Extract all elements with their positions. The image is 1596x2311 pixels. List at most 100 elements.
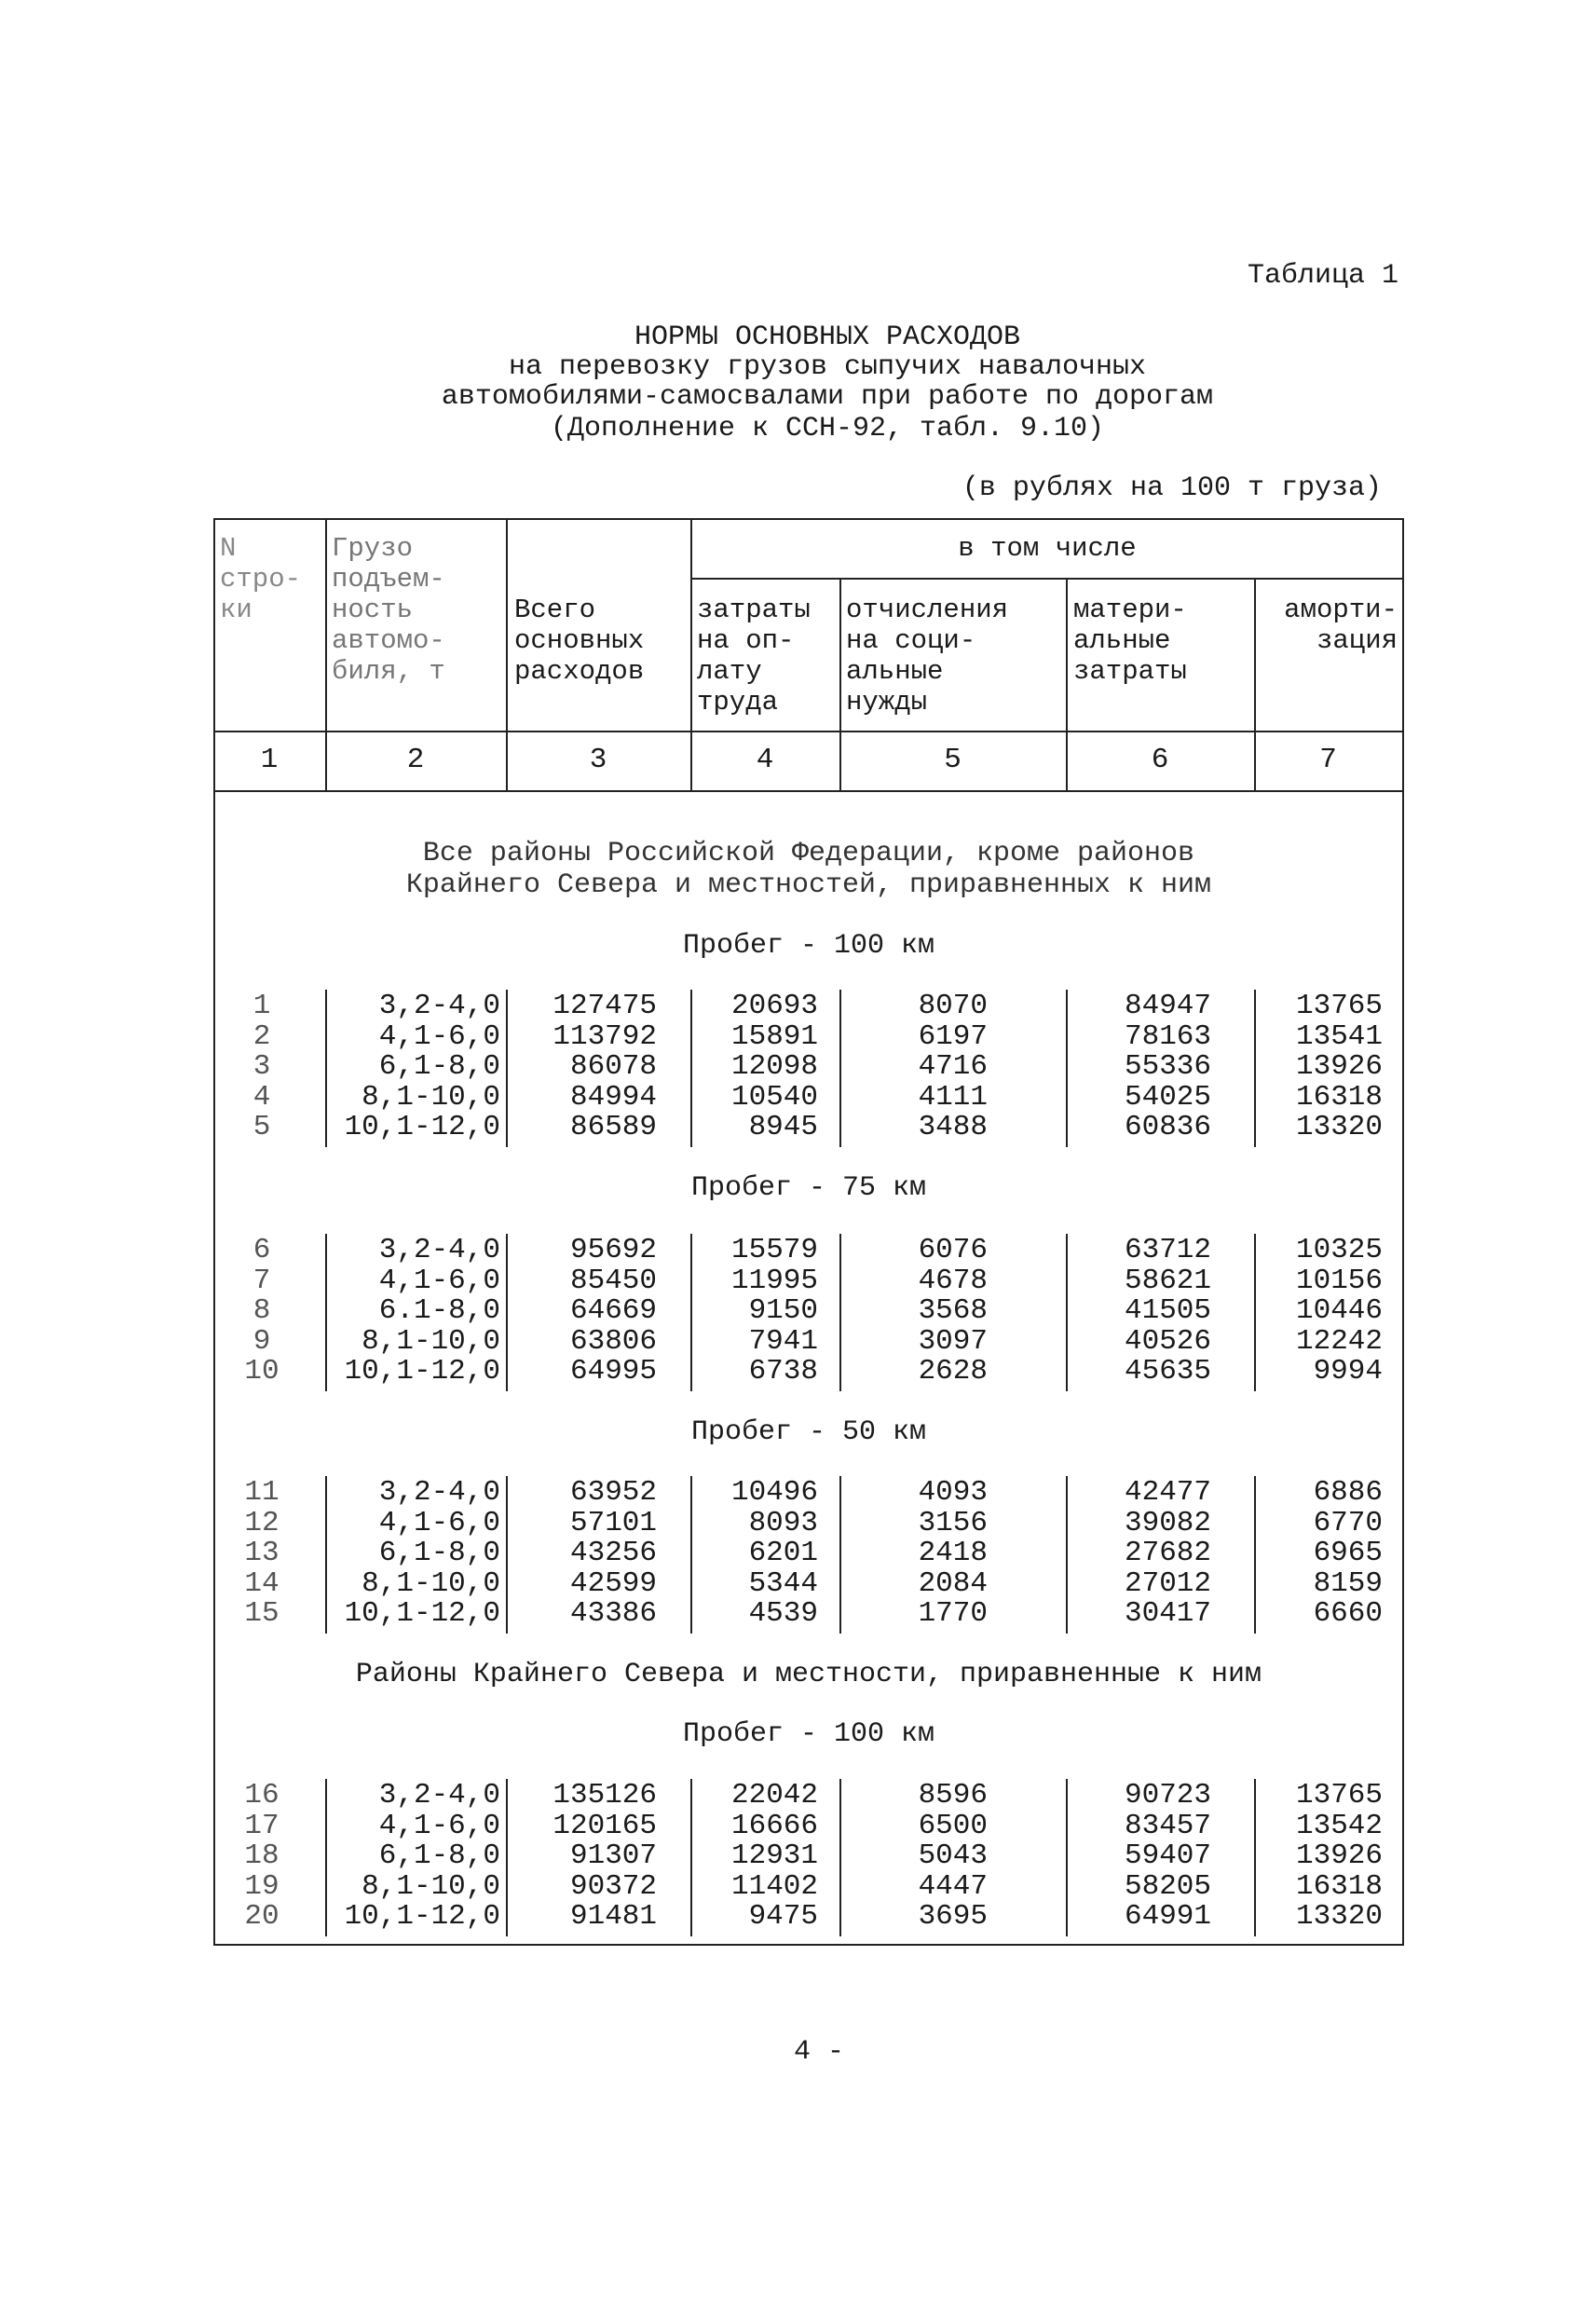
total-cost: 63806 (569, 1324, 657, 1358)
column-number: 7 (1319, 744, 1337, 776)
header-col6: матери- альные затраты (1073, 595, 1187, 687)
column-divider (839, 990, 841, 1147)
header-col5: отчисления на соци- альные нужды (846, 595, 1008, 718)
column-divider (1254, 990, 1256, 1147)
total-cost: 90372 (569, 1869, 657, 1903)
material-cost: 42477 (1124, 1476, 1211, 1509)
header-col3: Всего основных расходов (514, 595, 644, 687)
total-cost: 127475 (552, 990, 657, 1022)
capacity: 4,1-6,0 (378, 1506, 500, 1539)
header-col6-line: матери- (1073, 595, 1187, 625)
column-number: 5 (944, 744, 962, 776)
capacity: 3,2-4,0 (378, 1234, 500, 1266)
column-divider (1254, 1234, 1256, 1391)
capacity: 4,1-6,0 (378, 1264, 500, 1297)
depreciation: 13765 (1295, 1779, 1383, 1812)
social-contrib: 4093 (918, 1476, 988, 1509)
total-cost: 64995 (569, 1355, 657, 1388)
header-col7-line: аморти- (1284, 595, 1398, 625)
header-col1: N стро- ки (220, 533, 301, 625)
capacity: 6,1-8,0 (378, 1537, 500, 1569)
table-label: Таблица 1 (1247, 260, 1398, 292)
social-contrib: 4716 (918, 1050, 988, 1083)
material-cost: 84947 (1124, 990, 1211, 1022)
capacity: 3,2-4,0 (378, 1779, 500, 1812)
row-number: 15 (244, 1597, 280, 1630)
material-cost: 64991 (1124, 1900, 1211, 1933)
labor-cost: 12098 (730, 1050, 818, 1083)
column-divider (506, 1476, 508, 1634)
material-cost: 45635 (1124, 1355, 1211, 1388)
labor-cost: 8093 (748, 1506, 818, 1539)
labor-cost: 10496 (730, 1476, 818, 1509)
header-col4-line: лату (697, 656, 762, 687)
depreciation: 13320 (1295, 1111, 1383, 1143)
capacity: 8,1-10,0 (361, 1869, 500, 1903)
labor-cost: 16666 (730, 1809, 818, 1842)
row-number: 14 (244, 1566, 280, 1600)
header-col4: затраты на оп- лату труда (697, 595, 811, 718)
total-cost: 86078 (569, 1050, 657, 1083)
header-col2-line: подъем- (332, 564, 445, 595)
row-number: 3 (252, 1050, 271, 1083)
row-number: 9 (252, 1324, 271, 1358)
social-contrib: 6197 (918, 1019, 988, 1053)
column-divider (506, 1779, 508, 1936)
capacity: 10,1-12,0 (344, 1355, 500, 1388)
column-divider (839, 1476, 841, 1634)
column-divider (1066, 1234, 1068, 1391)
header-col5-line: на соци- (846, 625, 976, 656)
column-divider (506, 1234, 508, 1391)
material-cost: 55336 (1124, 1050, 1211, 1083)
material-cost: 90723 (1124, 1779, 1211, 1812)
header-col7-line: зация (1316, 625, 1398, 656)
column-divider (839, 1779, 841, 1936)
column-divider (690, 1779, 692, 1936)
labor-cost: 7941 (748, 1324, 818, 1358)
row-number: 10 (244, 1355, 280, 1388)
header-col-divider (506, 518, 508, 792)
column-divider (325, 1476, 327, 1634)
material-cost: 83457 (1124, 1809, 1211, 1842)
social-contrib: 6076 (918, 1234, 988, 1266)
header-divider (213, 731, 1404, 732)
capacity: 6,1-8,0 (378, 1839, 500, 1872)
row-number: 1 (252, 990, 271, 1022)
labor-cost: 4539 (748, 1597, 818, 1630)
header-col2: Грузо подъем- ность автомо- биля, т (332, 533, 445, 687)
header-col1-line: N (220, 533, 237, 564)
column-number: 4 (756, 744, 774, 776)
total-cost: 113792 (552, 1019, 657, 1053)
depreciation: 6660 (1313, 1597, 1383, 1630)
total-cost: 64669 (569, 1294, 657, 1327)
header-col5-line: нужды (846, 687, 928, 718)
column-divider (1254, 1779, 1256, 1936)
depreciation: 8159 (1313, 1566, 1383, 1600)
column-divider (1066, 1779, 1068, 1936)
total-cost: 91307 (569, 1839, 657, 1872)
table-bottom-border (213, 1944, 1404, 1946)
labor-cost: 15891 (730, 1019, 818, 1053)
table-left-border (213, 518, 215, 1946)
total-cost: 43256 (569, 1537, 657, 1569)
total-cost: 85450 (569, 1264, 657, 1297)
header-col2-line: автомо- (332, 625, 445, 656)
header-col3-line: Всего (514, 595, 596, 625)
capacity: 3,2-4,0 (378, 990, 500, 1022)
labor-cost: 20693 (730, 990, 818, 1022)
title-line-1: НОРМЫ ОСНОВНЫХ РАСХОДОВ (634, 321, 1021, 353)
column-divider (325, 1234, 327, 1391)
column-divider (506, 990, 508, 1147)
depreciation: 6886 (1313, 1476, 1383, 1509)
header-col5-line: отчисления (846, 595, 1009, 625)
title-line-2: на перевозку грузов сыпучих навалочных (508, 351, 1147, 383)
table-top-border (213, 518, 1404, 520)
material-cost: 40526 (1124, 1324, 1211, 1358)
social-contrib: 1770 (918, 1597, 988, 1630)
row-number: 12 (244, 1506, 280, 1539)
labor-cost: 10540 (730, 1080, 818, 1114)
column-divider (690, 1476, 692, 1634)
material-cost: 27682 (1124, 1537, 1211, 1569)
social-contrib: 4111 (918, 1080, 988, 1114)
total-cost: 86589 (569, 1111, 657, 1143)
